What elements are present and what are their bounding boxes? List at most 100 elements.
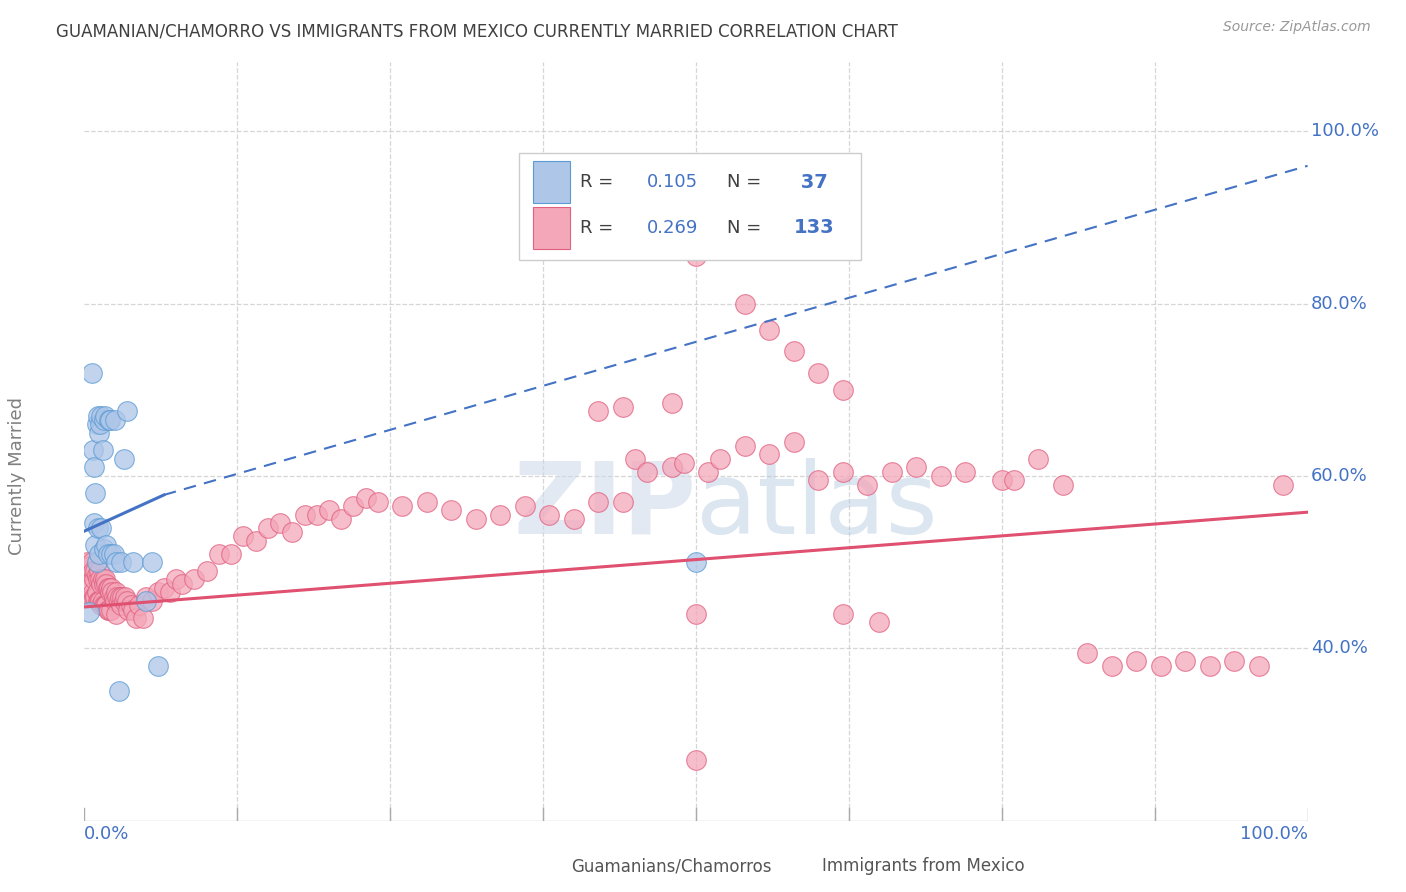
Bar bbox=[524, 848, 561, 885]
Point bbox=[82, 564, 104, 578]
Point bbox=[685, 249, 707, 263]
Point bbox=[83, 516, 105, 531]
Point bbox=[440, 503, 463, 517]
Point bbox=[1272, 477, 1295, 491]
Point bbox=[86, 585, 108, 599]
Point bbox=[105, 555, 128, 569]
Point bbox=[831, 465, 853, 479]
Point bbox=[77, 605, 100, 619]
Point bbox=[120, 599, 142, 613]
Point bbox=[489, 508, 512, 522]
Point bbox=[141, 555, 163, 569]
Point bbox=[953, 465, 976, 479]
Point bbox=[104, 594, 127, 608]
Point bbox=[98, 413, 121, 427]
Point bbox=[831, 383, 853, 397]
Point bbox=[97, 581, 120, 595]
Text: 40.0%: 40.0% bbox=[1312, 640, 1368, 657]
Point bbox=[79, 559, 101, 574]
Point bbox=[115, 404, 138, 418]
Point bbox=[107, 684, 129, 698]
Point bbox=[122, 602, 145, 616]
Point bbox=[257, 521, 280, 535]
Point bbox=[183, 573, 205, 587]
Point bbox=[783, 344, 806, 359]
Point bbox=[391, 499, 413, 513]
Point bbox=[294, 508, 316, 522]
Point bbox=[281, 524, 304, 539]
Point bbox=[1247, 658, 1270, 673]
Point bbox=[90, 521, 112, 535]
Point bbox=[330, 512, 353, 526]
Point bbox=[111, 590, 134, 604]
Point bbox=[96, 538, 118, 552]
Point bbox=[132, 611, 155, 625]
Point bbox=[783, 434, 806, 449]
Point bbox=[94, 573, 117, 587]
Point bbox=[83, 460, 105, 475]
Point bbox=[98, 585, 121, 599]
Point bbox=[1101, 658, 1123, 673]
Text: 37: 37 bbox=[794, 173, 828, 192]
Point bbox=[697, 465, 720, 479]
Point bbox=[86, 555, 108, 569]
Point bbox=[91, 443, 114, 458]
Point bbox=[97, 413, 120, 427]
Point bbox=[856, 477, 879, 491]
Point bbox=[758, 447, 780, 461]
Point bbox=[416, 495, 439, 509]
Point bbox=[636, 465, 658, 479]
Point bbox=[91, 594, 114, 608]
Point bbox=[586, 404, 609, 418]
Point bbox=[93, 542, 115, 557]
Point bbox=[1028, 451, 1050, 466]
Point bbox=[90, 599, 112, 613]
Point bbox=[83, 573, 105, 587]
Point bbox=[84, 564, 107, 578]
Point bbox=[807, 366, 830, 380]
Point bbox=[97, 581, 120, 595]
Point bbox=[105, 607, 128, 621]
Text: atlas: atlas bbox=[696, 458, 938, 555]
Point bbox=[141, 594, 163, 608]
Point bbox=[661, 460, 683, 475]
Point bbox=[219, 547, 242, 561]
Point bbox=[125, 611, 148, 625]
Text: ZIP: ZIP bbox=[513, 458, 696, 555]
Point bbox=[87, 409, 110, 423]
Point bbox=[114, 590, 136, 604]
Point bbox=[905, 460, 928, 475]
Point bbox=[672, 456, 695, 470]
Point bbox=[79, 581, 101, 595]
Point bbox=[101, 585, 124, 599]
Point bbox=[685, 555, 707, 569]
Text: GUAMANIAN/CHAMORRO VS IMMIGRANTS FROM MEXICO CURRENTLY MARRIED CORRELATION CHART: GUAMANIAN/CHAMORRO VS IMMIGRANTS FROM ME… bbox=[56, 22, 898, 40]
Point bbox=[107, 594, 129, 608]
Point bbox=[1174, 654, 1197, 668]
Point bbox=[87, 573, 110, 587]
Text: N =: N = bbox=[727, 219, 766, 236]
Point bbox=[110, 555, 132, 569]
Point bbox=[105, 585, 128, 599]
Text: Immigrants from Mexico: Immigrants from Mexico bbox=[823, 857, 1025, 875]
Point bbox=[612, 495, 634, 509]
Point bbox=[87, 521, 110, 535]
Point bbox=[87, 594, 110, 608]
Point bbox=[80, 366, 103, 380]
Text: Source: ZipAtlas.com: Source: ZipAtlas.com bbox=[1223, 20, 1371, 34]
Point bbox=[354, 491, 377, 505]
Point bbox=[807, 473, 830, 487]
Point bbox=[269, 516, 291, 531]
Point bbox=[94, 409, 117, 423]
Point bbox=[110, 599, 132, 613]
Point bbox=[93, 413, 115, 427]
Point bbox=[1002, 473, 1025, 487]
Text: 100.0%: 100.0% bbox=[1240, 825, 1308, 843]
Text: R =: R = bbox=[579, 173, 619, 191]
Point bbox=[80, 590, 103, 604]
Bar bbox=[533, 207, 569, 249]
Point bbox=[146, 585, 169, 599]
Point bbox=[89, 573, 111, 587]
Point bbox=[90, 576, 112, 591]
Point bbox=[100, 602, 122, 616]
